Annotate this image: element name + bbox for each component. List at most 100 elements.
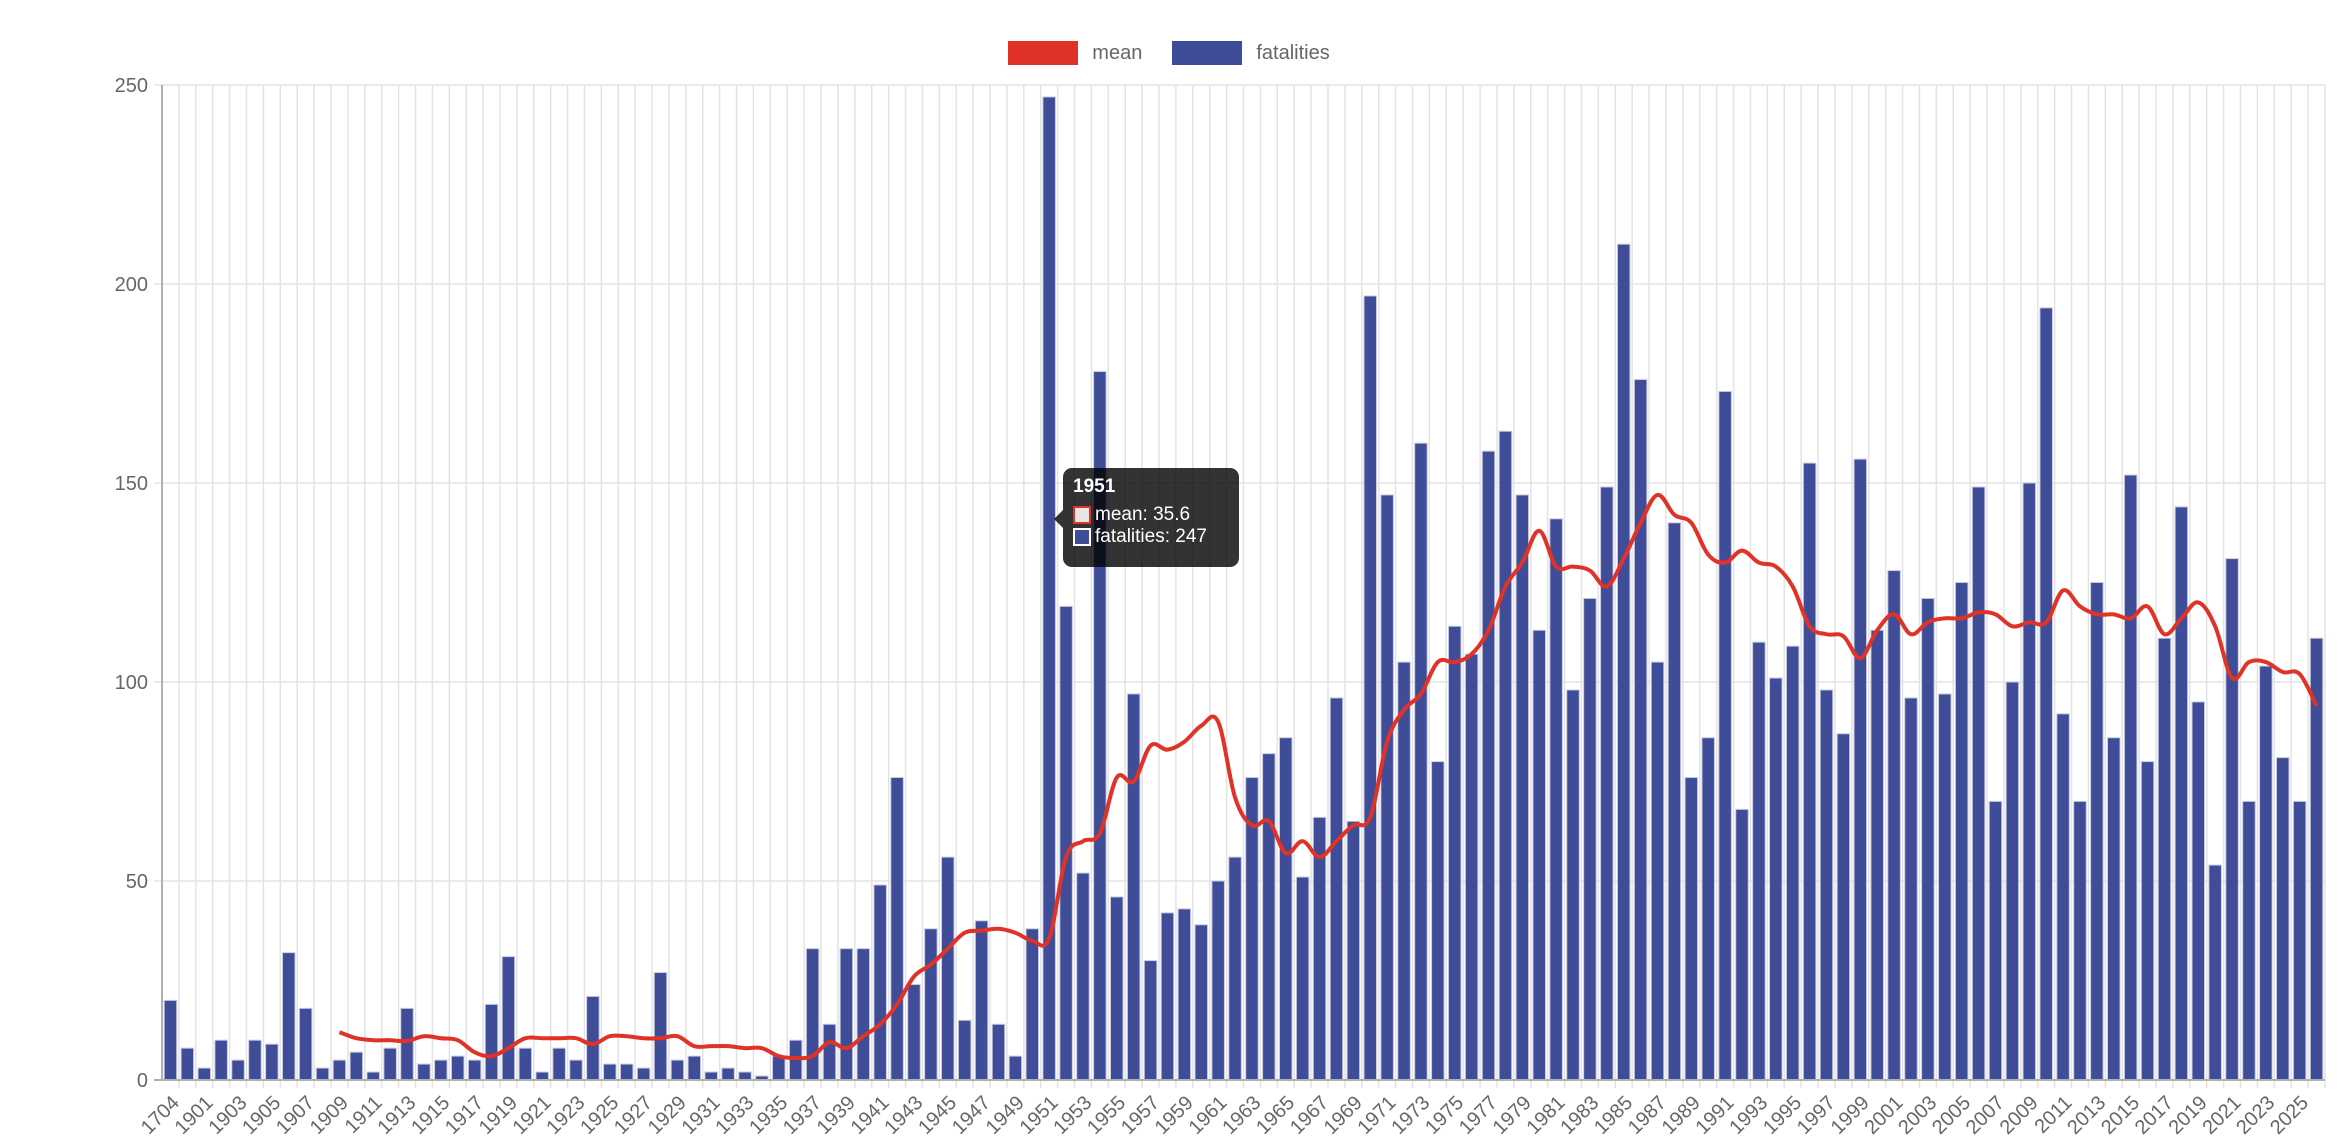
bar-1905 — [265, 1043, 279, 1081]
tooltip-mean-value: mean: 35.6 — [1095, 504, 1191, 525]
bar-2016 — [2140, 761, 2155, 1081]
x-axis-ticks: 1704190119031905190719091911191319151917… — [137, 1092, 2313, 1139]
bar-2008 — [2005, 681, 2020, 1081]
x-tick-label: 1985 — [1590, 1092, 1637, 1139]
y-axis-ticks: 0 50 100 150 200 250 — [115, 75, 148, 1092]
x-tick-label: 1915 — [407, 1092, 454, 1139]
bar-1950 — [1025, 928, 1040, 1081]
bar-1903 — [231, 1059, 245, 1081]
x-tick-label: 1995 — [1759, 1092, 1806, 1139]
bar-2006 — [1971, 486, 1986, 1081]
x-tick-label: 1953 — [1049, 1092, 1096, 1139]
x-tick-label: 1929 — [644, 1092, 691, 1139]
x-tick-label: 1925 — [576, 1092, 623, 1139]
bar-2004 — [1938, 693, 1952, 1081]
legend-item-mean[interactable]: mean — [1008, 41, 1142, 65]
bar-1923 — [569, 1059, 583, 1081]
bar-1932 — [721, 1067, 735, 1081]
legend-label-mean: mean — [1092, 41, 1143, 64]
y-tick-label: 150 — [115, 473, 148, 495]
bar-1929 — [670, 1059, 685, 1081]
bar-2018 — [2174, 506, 2189, 1081]
bar-1900 — [180, 1047, 195, 1081]
axes — [154, 85, 2325, 1081]
bar-1918 — [484, 1003, 499, 1081]
x-tick-label: 1947 — [948, 1092, 995, 1139]
bar-1990 — [1701, 737, 1715, 1081]
x-tick-label: 1987 — [1624, 1092, 1671, 1139]
legend: mean fatalities — [0, 41, 2338, 65]
bar-1927 — [636, 1067, 651, 1081]
bar-1931 — [704, 1071, 718, 1081]
bar-1704 — [163, 999, 178, 1081]
y-tick-label: 200 — [115, 274, 148, 296]
x-tick-label: 1979 — [1489, 1092, 1536, 1139]
x-tick-label: 1963 — [1218, 1092, 1265, 1139]
bar-1973 — [1414, 442, 1428, 1081]
bar-1908 — [315, 1067, 330, 1081]
bar-2010 — [2039, 307, 2053, 1081]
bar-1915 — [434, 1059, 448, 1081]
bar-1930 — [687, 1055, 702, 1081]
bar-2001 — [1887, 570, 1901, 1081]
bar-1933 — [738, 1071, 752, 1081]
bar-1976 — [1464, 653, 1479, 1081]
legend-swatch-mean — [1008, 41, 1079, 65]
x-tick-label: 1993 — [1725, 1092, 1772, 1139]
x-tick-label: 1977 — [1455, 1092, 1502, 1139]
bar-1966 — [1295, 876, 1310, 1081]
bar-1986 — [1633, 379, 1648, 1081]
x-tick-label: 1901 — [171, 1092, 218, 1139]
x-tick-label: 1991 — [1692, 1092, 1739, 1139]
bar-2015 — [2123, 474, 2138, 1081]
bar-1980 — [1532, 629, 1546, 1081]
bar-1946 — [957, 1019, 972, 1081]
bar-2017 — [2157, 637, 2172, 1081]
mean-line-group — [338, 492, 2319, 1061]
y-tick-label: 250 — [115, 75, 148, 97]
bar-1938 — [822, 1023, 837, 1081]
bar-1901 — [197, 1067, 211, 1081]
bar-1921 — [535, 1071, 549, 1081]
bar-1907 — [298, 1007, 313, 1081]
bar-1981 — [1549, 518, 1563, 1081]
x-tick-label: 1975 — [1421, 1092, 1468, 1139]
bar-1962 — [1228, 856, 1242, 1081]
bar-1958 — [1160, 912, 1175, 1081]
y-tick-label: 0 — [137, 1070, 148, 1092]
bar-1910 — [349, 1051, 364, 1081]
x-tick-label: 1955 — [1083, 1092, 1130, 1139]
x-tick-label: 1983 — [1556, 1092, 1603, 1139]
bar-2020 — [2208, 864, 2222, 1081]
bar-1906 — [281, 952, 296, 1081]
bar-1987 — [1650, 661, 1665, 1081]
bar-1965 — [1278, 737, 1293, 1081]
x-tick-label: 1961 — [1185, 1092, 1232, 1139]
x-tick-label: 1704 — [137, 1092, 184, 1139]
bar-1993 — [1752, 641, 1766, 1081]
bar-1914 — [417, 1063, 431, 1081]
bar-1979 — [1515, 494, 1530, 1081]
bar-1975 — [1447, 625, 1462, 1081]
bar-1957 — [1143, 960, 1158, 1081]
y-tick-label: 100 — [115, 672, 148, 694]
x-tick-label: 1981 — [1523, 1092, 1570, 1139]
bar-1911 — [366, 1071, 380, 1081]
bar-1942 — [890, 777, 904, 1081]
bar-1944 — [924, 928, 938, 1081]
x-tick-label: 2007 — [1962, 1092, 2009, 1139]
y-tick-label: 50 — [126, 871, 148, 893]
bar-1964 — [1262, 753, 1276, 1081]
bar-1912 — [383, 1047, 397, 1081]
bar-1940 — [856, 948, 871, 1081]
x-tick-label: 1927 — [610, 1092, 657, 1139]
bar-1952 — [1059, 605, 1073, 1081]
legend-item-fatalities[interactable]: fatalities — [1172, 41, 1330, 65]
bar-1924 — [586, 995, 600, 1081]
bar-2012 — [2073, 800, 2087, 1081]
x-tick-label: 2001 — [1861, 1092, 1908, 1139]
bar-1982 — [1566, 689, 1580, 1081]
bar-1994 — [1769, 677, 1783, 1081]
bar-1995 — [1785, 645, 1800, 1081]
x-tick-label: 2013 — [2063, 1092, 2110, 1139]
